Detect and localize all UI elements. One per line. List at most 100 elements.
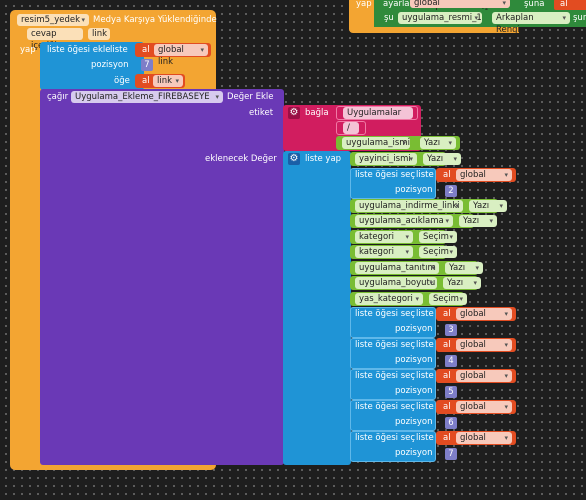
component-name: uygulama_acıklama (359, 216, 444, 226)
index-number-value: 2 (448, 185, 454, 196)
select-item-block[interactable] (350, 338, 436, 369)
component-dropdown[interactable]: yas_kategori ▾ (355, 292, 423, 305)
chevron-down-icon: ▾ (448, 139, 452, 147)
component-name: uygulama_resmi_1 (402, 13, 482, 23)
component-dropdown[interactable]: uygulama_tanıtım ▾ (355, 261, 439, 274)
select-item-block[interactable] (350, 400, 436, 431)
property-name: Seçim (433, 293, 459, 304)
chevron-down-icon: ▾ (499, 201, 503, 210)
select-item-block[interactable] (350, 431, 436, 462)
add-item-label: liste öğesi ekle (47, 45, 111, 55)
index-number-value: 6 (448, 418, 454, 428)
gear-icon[interactable]: ⚙ (288, 107, 300, 119)
property-dropdown[interactable]: Yazı ▾ (445, 261, 483, 274)
component-dropdown[interactable]: uygulama_boyutu ▾ (355, 277, 437, 289)
property-dropdown[interactable]: Arkaplan Rengi ▾ (492, 12, 570, 35)
chevron-down-icon: ▾ (459, 294, 463, 303)
select-item-index-label: pozisyon (395, 355, 433, 365)
index-number[interactable]: 7 (141, 59, 153, 71)
text-field-1[interactable]: Uygulamalar (343, 107, 413, 119)
text-value-1: Uygulamalar (347, 108, 402, 118)
text-field-2[interactable]: / (343, 122, 359, 134)
chevron-down-icon: ▾ (405, 248, 409, 256)
index-number[interactable]: 5 (445, 386, 457, 398)
variable-dropdown[interactable]: global link ▾ (456, 401, 512, 424)
index-number[interactable]: 3 (445, 324, 457, 336)
component-dropdown[interactable]: kategori ▾ (355, 246, 413, 258)
select-item-index-label: pozisyon (395, 386, 433, 396)
component-dropdown[interactable]: uygulama_acıklama ▾ (355, 215, 453, 227)
select-item-list-label: liste (416, 340, 434, 350)
to2-label: şuna (573, 13, 586, 23)
property-dropdown[interactable]: Seçim ▾ (419, 246, 457, 258)
chevron-down-icon: ▾ (453, 155, 457, 163)
get-kw: al (142, 45, 150, 55)
app-name-property-dropdown[interactable]: Yazı ▾ (420, 137, 456, 149)
variable-dropdown[interactable]: global link ▾ (456, 308, 512, 331)
variable-dropdown[interactable]: global link ▾ (154, 44, 208, 67)
chevron-down-icon: ▾ (200, 46, 204, 54)
index-number[interactable]: 4 (445, 355, 457, 367)
get-kw-cut: al (560, 0, 568, 9)
property-dropdown[interactable]: Yazı ▾ (459, 215, 497, 227)
app-name-component-dropdown[interactable]: uygulama_ismi ▾ (342, 137, 410, 149)
gear-icon[interactable]: ⚙ (288, 153, 300, 165)
top-right-do-label: yap (356, 0, 372, 9)
call-component-dropdown[interactable]: Uygulama_Ekleme_FIREBASEYE ▾ (71, 91, 223, 103)
chevron-down-icon: ▾ (449, 248, 453, 256)
property-dropdown[interactable]: Yazı ▾ (469, 199, 507, 212)
property-dropdown[interactable]: Seçim ▾ (429, 292, 467, 305)
component-dropdown[interactable]: yayinci_ismi ▾ (355, 153, 417, 165)
chevron-down-icon: ▾ (405, 232, 409, 241)
event-param-link[interactable]: link (88, 28, 110, 40)
component-name: kategori (359, 231, 394, 242)
index-number[interactable]: 6 (445, 417, 457, 429)
variable-dropdown[interactable]: global link ▾ (456, 432, 512, 455)
get-kw: al (443, 309, 451, 319)
select-item-block[interactable] (350, 307, 436, 338)
get-kw: al (443, 340, 451, 350)
property-dropdown[interactable]: Yazı ▾ (423, 153, 461, 165)
select-item-label: liste öğesi seç (355, 402, 416, 412)
variable-name: global link (460, 169, 486, 192)
get-kw-2: al (142, 76, 150, 86)
index-number[interactable]: 7 (445, 448, 457, 460)
call-block[interactable] (40, 89, 284, 465)
variable-dropdown[interactable]: global link ▾ (456, 339, 512, 362)
link-variable-dropdown[interactable]: link ▾ (153, 75, 183, 87)
app-name-property: Yazı (424, 138, 441, 148)
get-block-cut[interactable] (554, 0, 586, 10)
variable-dropdown[interactable]: global link ▾ (456, 370, 512, 393)
chevron-down-icon: ▾ (489, 217, 493, 225)
select-item-block[interactable] (350, 369, 436, 400)
make-list-block[interactable] (283, 151, 351, 465)
component-name: yas_kategori (359, 293, 413, 304)
variable-name: global link (460, 340, 486, 362)
event-component-dropdown[interactable]: resim5_yedek ▾ (17, 14, 89, 26)
component-dropdown[interactable]: uygulama_indirme_linki ▾ (355, 199, 463, 212)
add-item-block[interactable] (40, 42, 144, 90)
select-item-list-label: liste (416, 433, 434, 443)
property-name: Yazı (473, 200, 490, 211)
set2-label: şu (384, 13, 394, 23)
chevron-down-icon: ▾ (504, 434, 508, 442)
select-item-list-label: liste (416, 371, 434, 381)
property-name: Seçim (423, 231, 449, 242)
variable-dropdown[interactable]: global link ▾ (456, 168, 512, 192)
property-dropdown[interactable]: Seçim ▾ (419, 230, 457, 243)
select-item-block[interactable] (350, 167, 436, 199)
set-variable-dropdown[interactable]: global uygulama_resmi1▾ (410, 0, 510, 18)
select-item-label: liste öğesi seç (355, 340, 416, 350)
chevron-down-icon: ▾ (175, 77, 179, 85)
chevron-down-icon: ▾ (409, 155, 413, 163)
property-dropdown[interactable]: Yazı ▾ (443, 277, 481, 289)
component-name: uygulama_boyutu (359, 278, 436, 288)
component-dropdown[interactable]: kategori ▾ (355, 230, 413, 243)
add-item-index-label: pozisyon (91, 60, 129, 70)
component-dropdown[interactable]: uygulama_resmi_1 ▾ (398, 12, 482, 24)
event-param-response[interactable]: cevap içeriği (27, 28, 83, 51)
index-number[interactable]: 2 (445, 184, 457, 197)
select-item-list-label: liste (416, 169, 434, 180)
index-number-value: 4 (448, 356, 454, 366)
variable-name: global link (158, 45, 184, 67)
